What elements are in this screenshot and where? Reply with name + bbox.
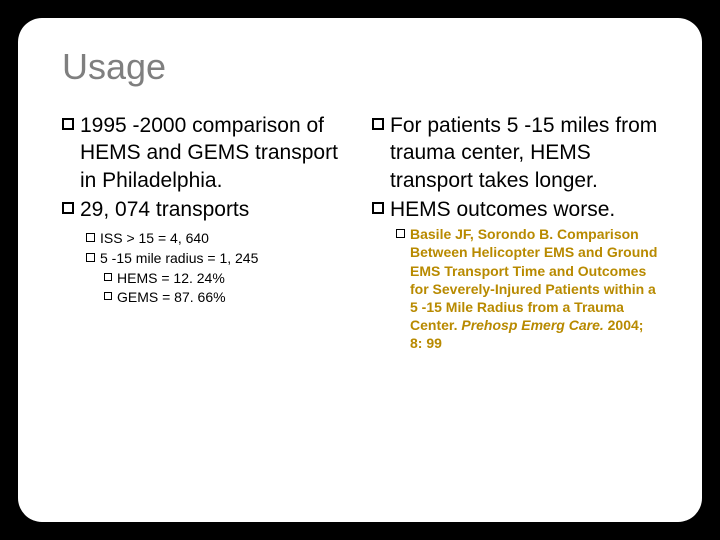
citation-journal: Prehosp Emerg Care. xyxy=(461,317,607,333)
bullet-item: 29, 074 transports xyxy=(62,196,348,223)
sub-bullet-item: ISS > 15 = 4, 640 xyxy=(86,229,348,247)
sub-bullet-text: ISS > 15 = 4, 640 xyxy=(100,229,209,247)
square-bullet-icon xyxy=(372,118,384,130)
left-column: 1995 -2000 comparison of HEMS and GEMS t… xyxy=(62,112,348,353)
bullet-item: HEMS outcomes worse. xyxy=(372,196,658,223)
right-column: For patients 5 -15 miles from trauma cen… xyxy=(372,112,658,353)
square-bullet-icon xyxy=(86,253,95,262)
square-bullet-icon xyxy=(396,229,405,238)
citation-text: Basile JF, Sorondo B. Comparison Between… xyxy=(410,225,658,352)
sub-sub-bullet-item: GEMS = 87. 66% xyxy=(104,288,348,306)
bullet-item: For patients 5 -15 miles from trauma cen… xyxy=(372,112,658,194)
square-bullet-icon xyxy=(86,233,95,242)
square-bullet-icon xyxy=(62,202,74,214)
slide-title: Usage xyxy=(62,46,658,88)
bullet-text: For patients 5 -15 miles from trauma cen… xyxy=(390,112,658,194)
sub-sub-bullet-item: HEMS = 12. 24% xyxy=(104,269,348,287)
bullet-text: 1995 -2000 comparison of HEMS and GEMS t… xyxy=(80,112,348,194)
square-bullet-icon xyxy=(372,202,384,214)
square-bullet-icon xyxy=(104,273,112,281)
bullet-text: HEMS outcomes worse. xyxy=(390,196,615,223)
slide: Usage 1995 -2000 comparison of HEMS and … xyxy=(18,18,702,522)
bullet-text: 29, 074 transports xyxy=(80,196,249,223)
sub-bullet-text: 5 -15 mile radius = 1, 245 xyxy=(100,249,258,267)
sub-sub-bullet-text: HEMS = 12. 24% xyxy=(117,269,225,287)
square-bullet-icon xyxy=(62,118,74,130)
sub-sub-bullet-text: GEMS = 87. 66% xyxy=(117,288,226,306)
content-columns: 1995 -2000 comparison of HEMS and GEMS t… xyxy=(62,112,658,353)
citation-item: Basile JF, Sorondo B. Comparison Between… xyxy=(396,225,658,352)
bullet-item: 1995 -2000 comparison of HEMS and GEMS t… xyxy=(62,112,348,194)
square-bullet-icon xyxy=(104,292,112,300)
sub-bullet-item: 5 -15 mile radius = 1, 245 xyxy=(86,249,348,267)
